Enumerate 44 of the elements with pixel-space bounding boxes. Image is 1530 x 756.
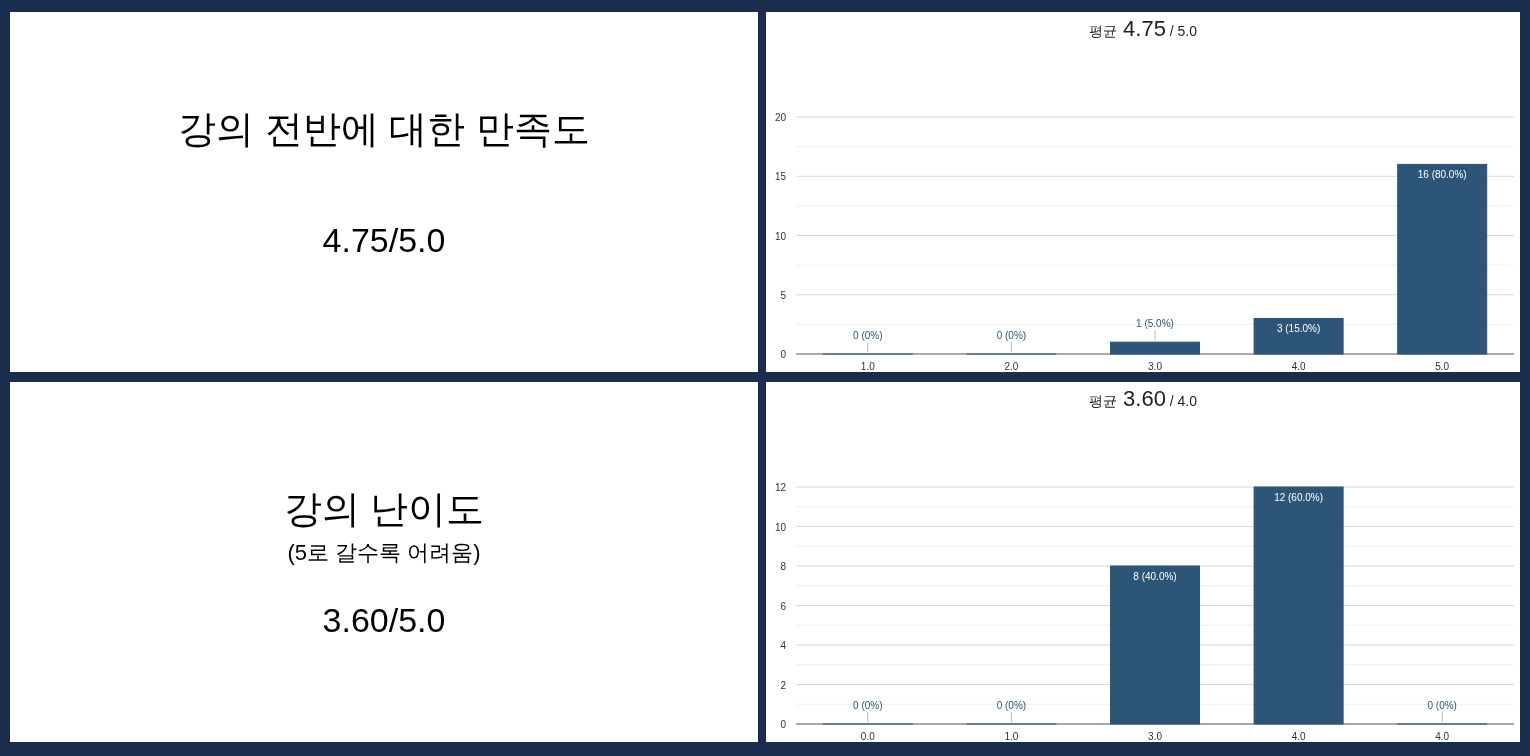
bar bbox=[1253, 486, 1344, 725]
chart-title: 평균 3.60 / 4.0 bbox=[1088, 386, 1198, 411]
x-tick-label: 2.0 bbox=[1004, 361, 1019, 372]
y-tick-label: 0 bbox=[780, 349, 787, 360]
y-tick-label: 0 bbox=[780, 719, 787, 730]
x-tick-label: 5.0 bbox=[1435, 361, 1450, 372]
x-tick-label: 4.0 bbox=[1291, 361, 1306, 372]
y-tick-label: 6 bbox=[780, 600, 787, 612]
x-tick-label: 1.0 bbox=[860, 361, 876, 372]
bar bbox=[1109, 341, 1201, 355]
data-label: 8 (40.0%) bbox=[1133, 571, 1177, 582]
y-tick-label: 4 bbox=[780, 640, 787, 651]
x-tick-label: 4.0 bbox=[1291, 731, 1306, 742]
y-tick-label: 2 bbox=[780, 679, 787, 691]
y-tick-label: 10 bbox=[774, 230, 787, 242]
chart-title: 평균 4.75 / 5.0 bbox=[1088, 16, 1198, 41]
data-label: 16 (80.0%) bbox=[1417, 169, 1467, 181]
bar bbox=[1109, 565, 1201, 725]
x-tick-label: 1.0 bbox=[1004, 731, 1019, 742]
data-label: 0 (0%) bbox=[853, 330, 883, 341]
y-tick-label: 8 bbox=[780, 561, 787, 572]
bar bbox=[1253, 317, 1344, 355]
y-tick-label: 20 bbox=[774, 112, 787, 123]
bar bbox=[1397, 163, 1488, 355]
text: 강의 난이도 bbox=[283, 488, 485, 530]
x-tick-label: 4.0 bbox=[1435, 731, 1450, 742]
x-tick-label: 3.0 bbox=[1148, 731, 1163, 742]
data-label: 12 (60.0%) bbox=[1274, 492, 1324, 503]
text: 3.60/5.0 bbox=[322, 601, 446, 639]
y-tick-label: 5 bbox=[780, 289, 787, 301]
data-label: 0 (0%) bbox=[1427, 700, 1457, 711]
data-label: 1 (5.0%) bbox=[1136, 318, 1174, 330]
text: (5로 갈수록 어려움) bbox=[287, 540, 481, 565]
x-tick-label: 0.0 bbox=[860, 731, 876, 742]
x-tick-label: 3.0 bbox=[1148, 361, 1163, 372]
text: 4.75/5.0 bbox=[322, 221, 446, 259]
y-tick-label: 12 bbox=[774, 482, 787, 493]
data-label: 0 (0%) bbox=[996, 700, 1027, 711]
data-label: 0 (0%) bbox=[996, 330, 1027, 341]
data-label: 0 (0%) bbox=[853, 700, 883, 711]
data-label: 3 (15.0%) bbox=[1276, 323, 1321, 335]
y-tick-label: 15 bbox=[774, 171, 787, 183]
text: 강의 전반에 대한 만족도 bbox=[178, 108, 590, 150]
y-tick-label: 10 bbox=[774, 521, 787, 533]
